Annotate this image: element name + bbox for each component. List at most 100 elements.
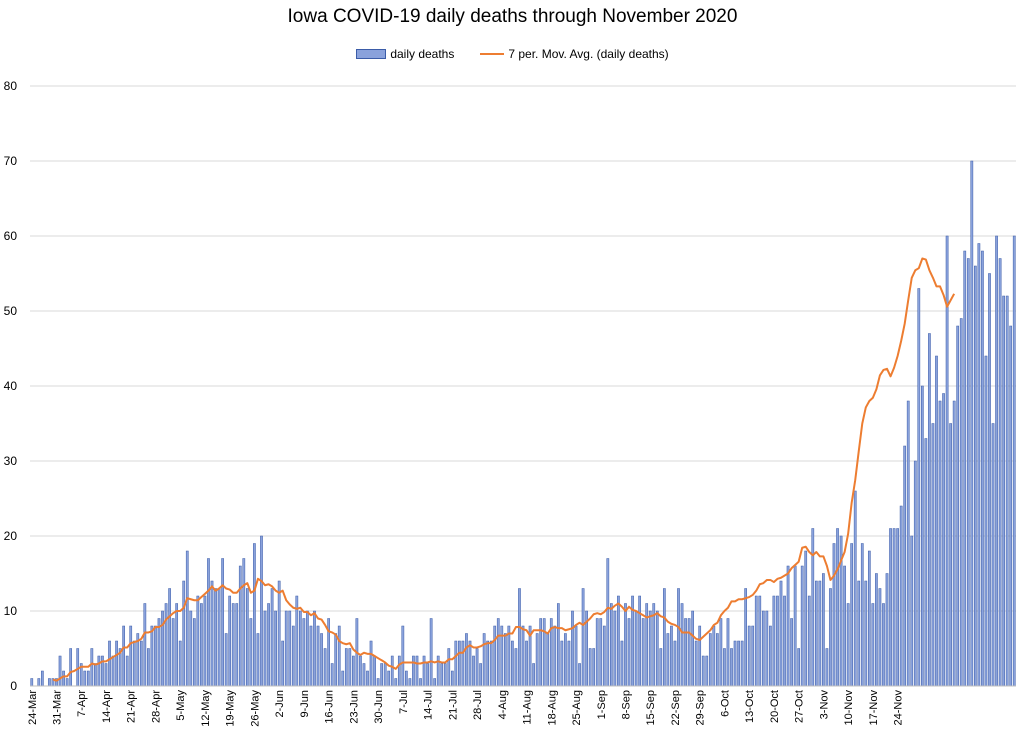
bar — [238, 565, 242, 687]
bar — [97, 655, 101, 687]
bar — [69, 648, 72, 687]
bar — [429, 618, 433, 687]
bar — [857, 580, 861, 687]
bar — [698, 625, 702, 687]
bar — [949, 423, 952, 687]
bar — [694, 640, 698, 687]
bar — [150, 625, 154, 687]
bar — [882, 603, 885, 687]
bar — [952, 400, 956, 687]
bar — [359, 655, 362, 687]
bar — [832, 543, 836, 687]
bar — [634, 610, 638, 687]
bar — [147, 648, 150, 687]
bar — [132, 640, 136, 687]
x-tick-label: 7-Jul — [398, 690, 410, 714]
bar — [263, 610, 267, 687]
bar — [422, 655, 426, 687]
bar — [58, 655, 62, 687]
bar — [610, 603, 613, 687]
bar — [903, 445, 907, 687]
bar — [157, 618, 161, 687]
bar — [726, 618, 730, 687]
bar — [776, 595, 779, 687]
bar — [525, 640, 528, 687]
chart-title: Iowa COVID-19 daily deaths through Novem… — [287, 6, 738, 27]
x-tick-label: 27-Oct — [794, 690, 806, 723]
bar — [376, 678, 380, 687]
bar — [723, 648, 726, 687]
bar — [235, 603, 239, 687]
bar — [253, 543, 256, 687]
bar — [129, 625, 133, 687]
bar — [974, 265, 977, 687]
bar — [291, 625, 295, 687]
bar — [938, 400, 942, 687]
bar — [571, 610, 574, 687]
y-tick-label: 0 — [10, 679, 17, 693]
bar — [178, 640, 182, 687]
bar — [843, 565, 846, 687]
bar — [546, 633, 550, 687]
bar — [221, 558, 224, 687]
bar — [913, 460, 917, 687]
legend: daily deaths 7 per. Mov. Avg. (daily dea… — [0, 47, 1025, 61]
bar — [641, 618, 645, 687]
bar — [970, 160, 974, 687]
bar — [433, 678, 436, 687]
bar — [306, 610, 309, 687]
bar — [942, 393, 945, 687]
bar — [744, 588, 747, 687]
bar — [991, 423, 995, 687]
bar — [910, 535, 914, 687]
x-tick-label: 8-Sep — [620, 690, 632, 719]
bar — [602, 625, 606, 687]
bar — [659, 648, 663, 687]
x-tick-label: 16-Jun — [324, 690, 336, 724]
bar — [638, 595, 641, 687]
bar — [956, 325, 960, 687]
legend-label-bars: daily deaths — [390, 47, 455, 61]
bar — [62, 670, 65, 687]
x-tick-label: 20-Oct — [769, 690, 781, 723]
bar — [1012, 235, 1016, 687]
bar — [761, 610, 765, 687]
bar — [878, 588, 882, 687]
bar — [362, 663, 366, 687]
bar — [825, 648, 829, 687]
bar — [108, 640, 111, 687]
bar — [875, 573, 878, 687]
bar — [115, 640, 118, 687]
bar — [224, 633, 228, 687]
bar — [846, 603, 850, 687]
bar — [1005, 295, 1009, 687]
bar — [581, 588, 585, 687]
bar — [790, 618, 793, 687]
bar — [765, 610, 769, 687]
bar — [783, 595, 786, 687]
x-tick-label: 6-Oct — [719, 690, 731, 717]
x-tick-label: 4-Aug — [497, 690, 509, 719]
bar — [811, 528, 815, 687]
moving-average-line — [52, 257, 956, 682]
bar — [836, 528, 839, 687]
bar — [493, 625, 497, 687]
bar — [210, 580, 214, 687]
legend-item-line: 7 per. Mov. Avg. (daily deaths) — [480, 47, 669, 61]
bar — [606, 558, 610, 687]
bar — [415, 655, 419, 687]
x-tick-label: 26-May — [249, 690, 261, 727]
bar — [769, 625, 772, 687]
bar — [906, 400, 910, 687]
bar — [337, 625, 341, 687]
bar — [125, 655, 129, 687]
bar — [772, 595, 776, 687]
bar — [242, 558, 246, 687]
x-tick-label: 5-May — [175, 690, 187, 721]
x-tick-label: 13-Oct — [744, 690, 756, 723]
bar — [86, 670, 90, 687]
bar — [41, 670, 44, 687]
x-tick-label: 1-Sep — [596, 690, 608, 719]
bar — [521, 625, 525, 687]
bar — [779, 580, 783, 687]
